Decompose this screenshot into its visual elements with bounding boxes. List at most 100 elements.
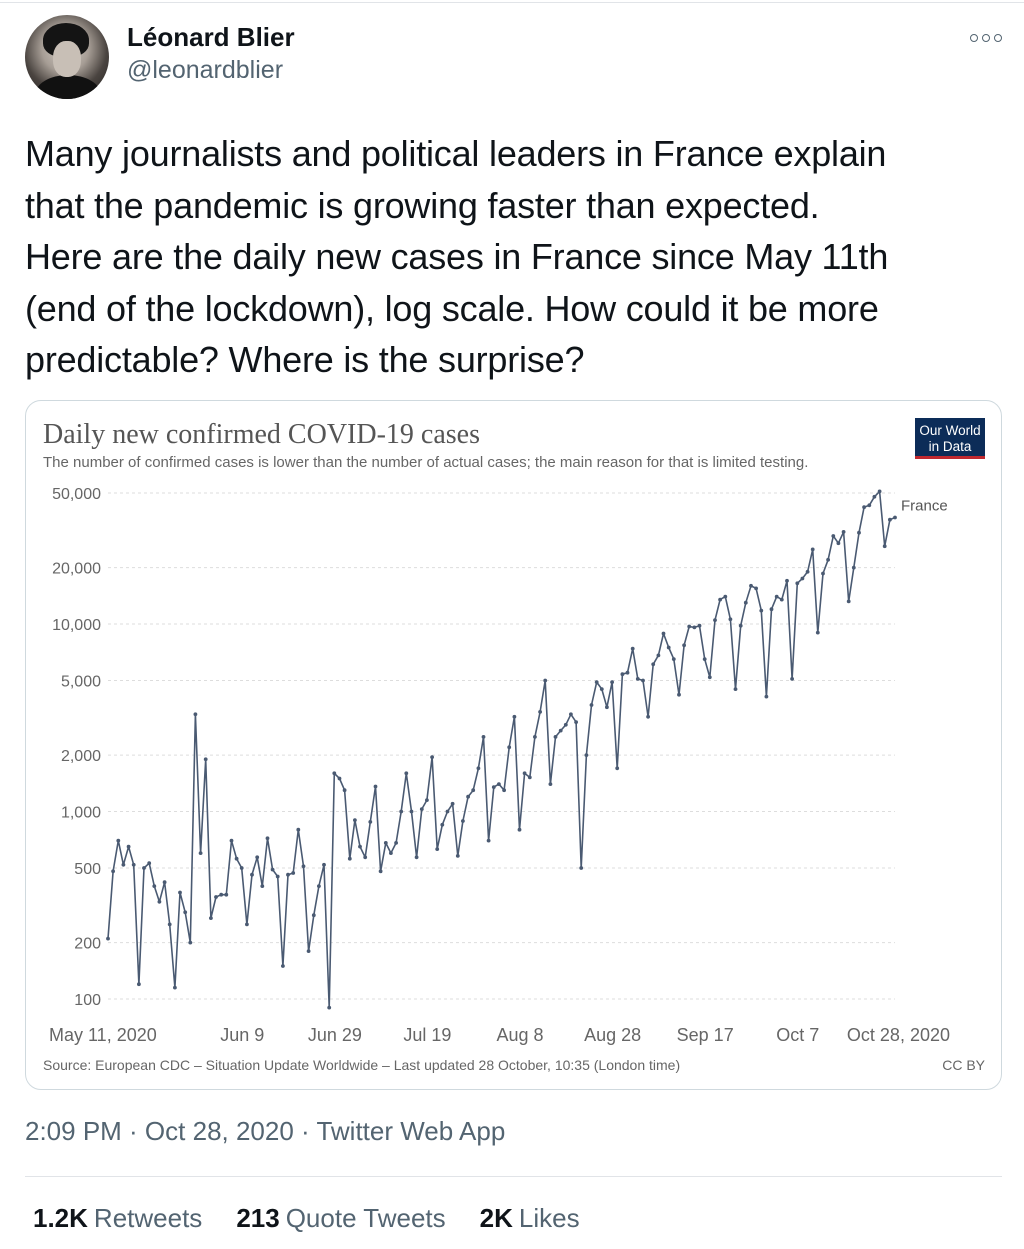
data-point xyxy=(414,855,419,860)
data-point xyxy=(857,530,861,535)
quote-tweets-stat[interactable]: 213 Quote Tweets xyxy=(236,1203,445,1234)
data-point xyxy=(106,936,110,941)
avatar-body-shape xyxy=(35,75,101,99)
data-point xyxy=(697,623,702,628)
data-point xyxy=(497,782,501,786)
tweet-media-card[interactable]: Daily new confirmed COVID-19 cases The n… xyxy=(25,400,1002,1090)
data-point xyxy=(373,784,378,789)
x-tick-label: Oct 7 xyxy=(776,1025,819,1045)
data-point xyxy=(291,871,296,875)
x-tick-label: Sep 17 xyxy=(677,1025,734,1045)
data-point xyxy=(728,617,733,622)
data-point xyxy=(738,623,743,628)
data-point xyxy=(522,771,527,776)
data-point xyxy=(450,801,455,806)
data-point xyxy=(574,720,578,724)
x-tick-label: Aug 8 xyxy=(496,1025,543,1045)
data-point xyxy=(538,710,542,714)
data-point xyxy=(867,503,872,508)
stats-divider xyxy=(25,1176,1002,1177)
data-point xyxy=(322,862,326,867)
data-point xyxy=(255,855,260,860)
data-point xyxy=(306,949,311,953)
more-icon[interactable] xyxy=(970,28,1002,48)
data-point xyxy=(337,776,342,781)
data-point xyxy=(327,1005,332,1010)
chart-license[interactable]: CC BY xyxy=(942,1057,985,1073)
data-point xyxy=(507,745,512,750)
data-point xyxy=(430,755,434,759)
data-point xyxy=(347,856,352,861)
quote-tweets-count: 213 xyxy=(236,1203,280,1233)
data-point xyxy=(425,798,429,802)
owid-logo-stripe xyxy=(915,456,985,459)
data-point xyxy=(743,600,748,605)
data-point xyxy=(713,618,717,622)
owid-logo[interactable]: Our World in Data xyxy=(915,418,985,459)
data-point xyxy=(162,880,167,885)
data-point xyxy=(677,692,681,697)
data-point xyxy=(769,607,774,612)
likes-stat[interactable]: 2K Likes xyxy=(480,1203,580,1234)
data-point xyxy=(779,597,784,602)
author-name[interactable]: Léonard Blier xyxy=(127,22,295,52)
data-point xyxy=(147,861,152,866)
data-point xyxy=(620,672,625,677)
author-handle[interactable]: @leonardblier xyxy=(127,56,284,84)
data-point xyxy=(121,862,126,867)
data-point xyxy=(831,534,836,538)
data-point xyxy=(805,569,810,574)
data-point xyxy=(517,827,522,832)
data-point xyxy=(594,680,599,684)
data-point xyxy=(851,565,856,570)
data-point xyxy=(749,583,753,588)
data-point xyxy=(548,782,553,786)
data-point xyxy=(512,714,517,719)
retweets-count: 1.2K xyxy=(33,1203,88,1233)
data-point xyxy=(265,836,270,841)
data-point xyxy=(702,657,707,661)
data-point xyxy=(178,890,182,895)
data-point xyxy=(198,851,203,855)
retweets-label: Retweets xyxy=(93,1203,203,1233)
data-point xyxy=(260,884,265,888)
data-point xyxy=(671,657,676,661)
avatar[interactable] xyxy=(25,15,109,99)
data-point xyxy=(353,818,357,822)
data-point xyxy=(332,771,337,776)
data-point xyxy=(466,794,470,799)
data-point xyxy=(219,892,224,897)
data-point xyxy=(810,547,815,552)
quote-tweets-label: Quote Tweets xyxy=(285,1203,446,1233)
data-point xyxy=(193,712,198,717)
data-point xyxy=(481,735,486,739)
data-point xyxy=(764,694,769,699)
data-point xyxy=(317,884,321,888)
data-point xyxy=(733,687,738,691)
data-point xyxy=(142,866,146,870)
data-point xyxy=(862,505,866,510)
data-point xyxy=(173,985,177,990)
data-point xyxy=(888,517,892,522)
data-point xyxy=(131,862,136,867)
y-tick-label: 500 xyxy=(74,861,101,878)
covid-chart: Daily new confirmed COVID-19 cases The n… xyxy=(43,418,986,1073)
y-axis-ticks: 100 200 500 1,000 2,000 5,000 10,000 20,000 50,0… xyxy=(52,486,101,1009)
data-point xyxy=(214,895,218,899)
data-point xyxy=(183,910,188,915)
data-point xyxy=(605,705,609,710)
tweet-timestamp[interactable]: 2:09 PM · Oct 28, 2020 · Twitter Web App xyxy=(25,1116,506,1146)
data-point xyxy=(368,820,373,824)
data-point xyxy=(435,847,440,851)
data-point xyxy=(815,630,820,635)
data-point xyxy=(389,851,393,855)
retweets-stat[interactable]: 1.2K Retweets xyxy=(33,1203,202,1234)
data-point xyxy=(641,678,645,683)
owid-logo-box xyxy=(915,418,985,458)
data-point xyxy=(152,884,157,888)
data-point xyxy=(311,913,316,918)
chart-subtitle: The number of confirmed cases is lower t… xyxy=(43,454,808,471)
data-point xyxy=(224,892,229,897)
x-tick-label: May 11, 2020 xyxy=(49,1025,157,1045)
data-point xyxy=(301,864,306,869)
